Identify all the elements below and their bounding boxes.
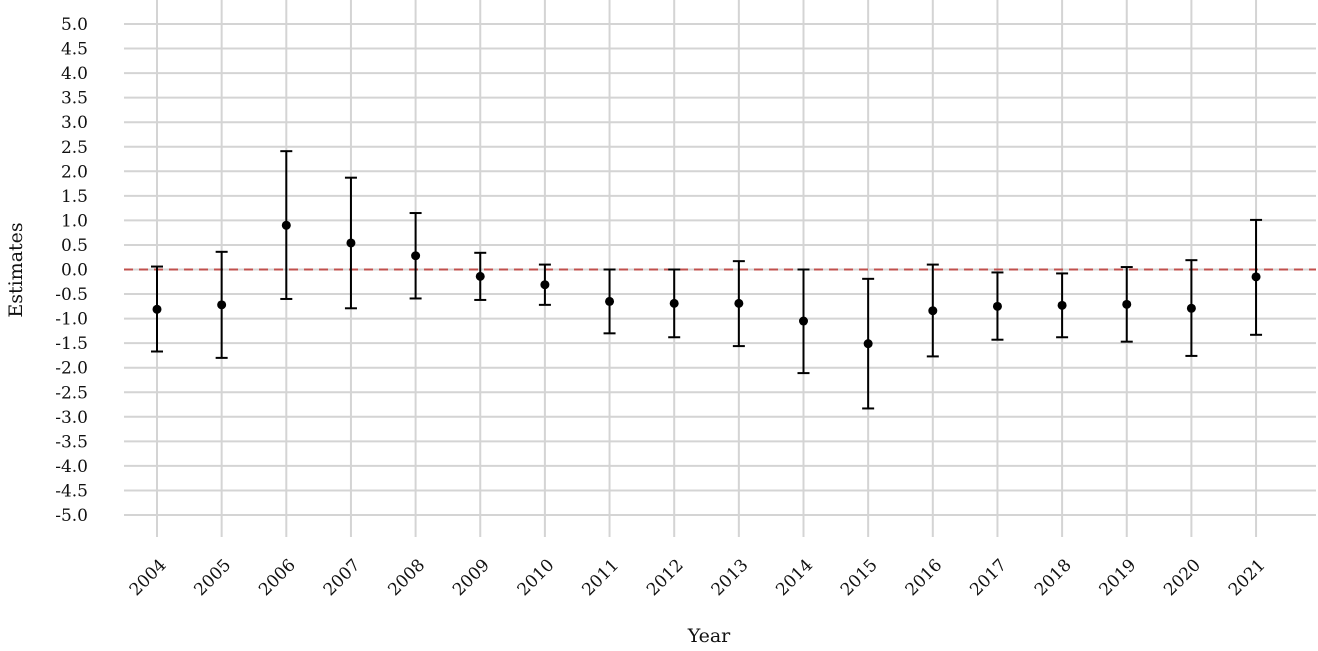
y-tick-label-2.5: 2.5: [61, 138, 88, 158]
y-tick-label-1.0: 1.0: [61, 211, 88, 231]
y-tick-label--4.0: -4.0: [55, 457, 88, 477]
x-tick-label-2017: 2017: [966, 555, 1011, 600]
estimate-point-2016: [928, 306, 938, 316]
y-tick-label-1.5: 1.5: [61, 187, 88, 207]
x-axis-title: Year: [687, 625, 731, 647]
y-tick-label-2.0: 2.0: [61, 162, 88, 182]
estimate-point-2004: [152, 304, 162, 314]
x-tick-label-2011: 2011: [578, 555, 623, 600]
x-tick-label-2007: 2007: [320, 555, 365, 600]
y-tick-label-4.5: 4.5: [61, 40, 88, 60]
y-axis-title: Estimates: [5, 222, 27, 317]
y-tick-label--3.0: -3.0: [55, 408, 88, 428]
y-tick-label--3.5: -3.5: [55, 432, 88, 452]
y-tick-label-5.0: 5.0: [61, 15, 88, 35]
estimate-point-2011: [605, 296, 615, 306]
x-tick-label-2014: 2014: [772, 555, 817, 600]
x-tick-label-2004: 2004: [126, 555, 171, 600]
estimate-point-2015: [863, 339, 873, 349]
estimate-point-2017: [992, 301, 1002, 311]
y-tick-label--2.0: -2.0: [55, 359, 88, 379]
y-tick-label--2.5: -2.5: [55, 383, 88, 403]
y-tick-label-4.0: 4.0: [61, 64, 88, 84]
y-tick-label--4.5: -4.5: [55, 481, 88, 501]
estimate-point-2009: [475, 271, 485, 281]
estimate-point-2020: [1186, 303, 1196, 313]
estimate-point-2007: [346, 238, 356, 248]
estimate-point-2006: [281, 220, 291, 230]
estimate-point-2012: [669, 298, 679, 308]
estimate-point-2010: [540, 280, 550, 290]
x-tick-label-2020: 2020: [1160, 555, 1205, 600]
x-tick-label-2013: 2013: [708, 555, 753, 600]
x-tick-label-2018: 2018: [1031, 555, 1076, 600]
y-tick-label--1.0: -1.0: [55, 310, 88, 330]
y-tick-label-3.0: 3.0: [61, 113, 88, 133]
x-tick-label-2012: 2012: [643, 555, 688, 600]
x-tick-labels: 2004 2005 2006 2007 2008 2009 2010 2011 2012 2013…: [126, 555, 1270, 600]
x-tick-label-2015: 2015: [837, 555, 882, 600]
y-tick-label-0.5: 0.5: [61, 236, 88, 256]
estimate-point-2019: [1122, 299, 1132, 309]
x-tick-label-2009: 2009: [449, 555, 494, 600]
x-tick-label-2005: 2005: [190, 555, 235, 600]
x-tick-label-2010: 2010: [514, 555, 559, 600]
x-tick-label-2008: 2008: [384, 555, 429, 600]
data-marks: [151, 150, 1263, 410]
estimate-point-2005: [217, 300, 227, 310]
x-tick-label-2019: 2019: [1096, 555, 1141, 600]
y-tick-label--0.5: -0.5: [55, 285, 88, 305]
y-tick-label--1.5: -1.5: [55, 334, 88, 354]
y-tick-labels: 5.0 4.5 4.0 3.5 3.0 2.5 2.0 1.5 1.0 0.5 0.0 -0.5 -1.…: [55, 15, 88, 526]
x-tick-label-2021: 2021: [1225, 555, 1270, 600]
estimate-point-2018: [1057, 300, 1067, 310]
estimate-point-2013: [734, 298, 744, 308]
y-tick-label-3.5: 3.5: [61, 89, 88, 109]
y-tick-label-0.0: 0.0: [61, 261, 88, 281]
y-tick-label--5.0: -5.0: [55, 506, 88, 526]
x-tick-label-2006: 2006: [255, 555, 300, 600]
estimate-point-2014: [799, 316, 808, 326]
estimate-point-2008: [411, 251, 421, 261]
x-tick-label-2016: 2016: [902, 555, 947, 600]
estimate-point-2021: [1251, 272, 1261, 282]
